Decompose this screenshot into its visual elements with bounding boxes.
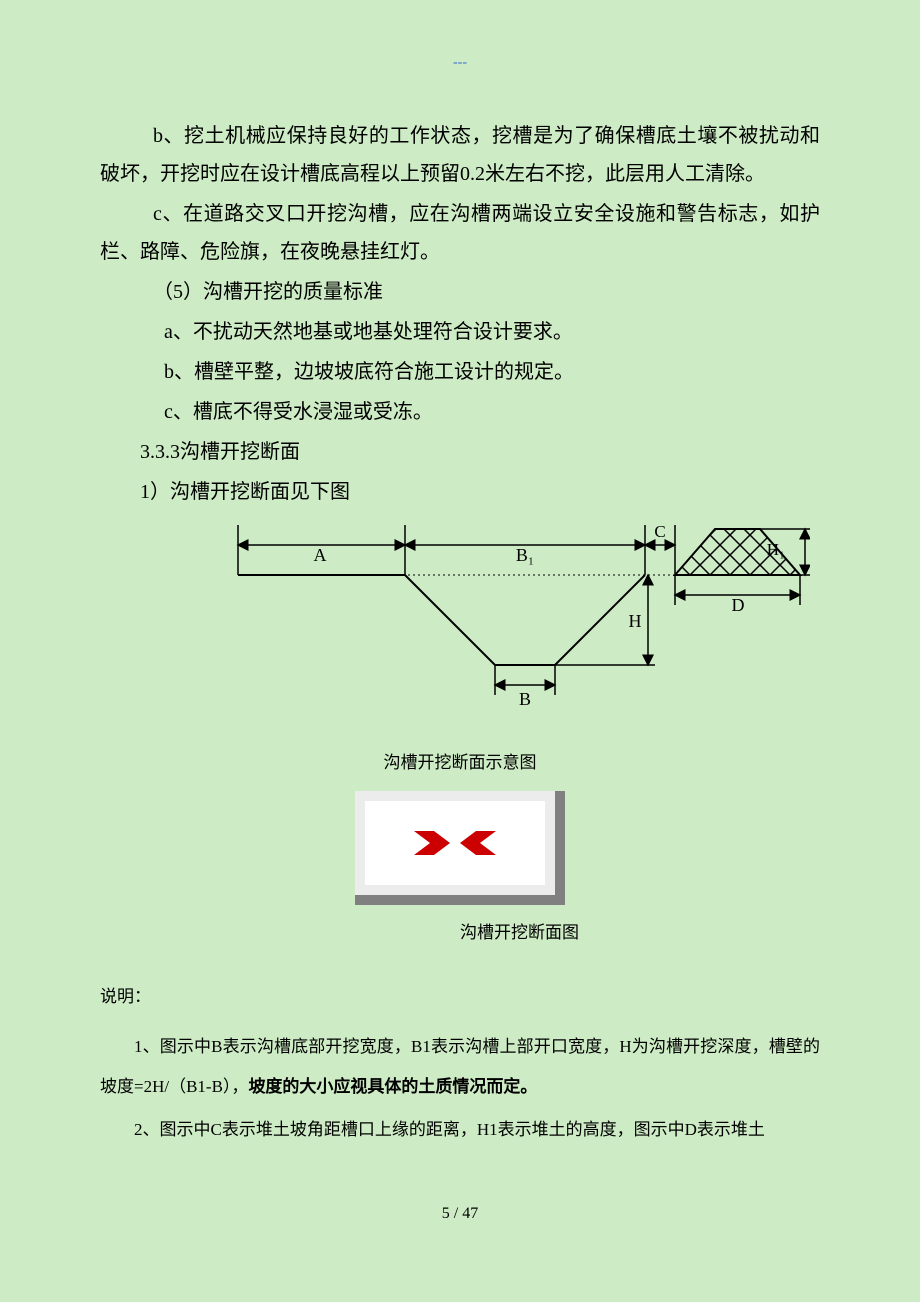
paragraph-5b: b、槽壁平整，边坡坡底符合施工设计的规定。 [100, 353, 820, 391]
label-B1: B₁ [516, 545, 534, 565]
red-x-icon [410, 823, 500, 863]
paragraph-5a: a、不扰动天然地基或地基处理符合设计要求。 [100, 313, 820, 351]
note-2: 2、图示中C表示堆土坡角距槽口上缘的距离，H1表示堆土的高度，图示中D表示堆土 [100, 1110, 820, 1149]
paragraph-5: （5）沟槽开挖的质量标准 [100, 273, 820, 311]
notes-label: 说明： [100, 981, 820, 1013]
note-1: 1、图示中B表示沟槽底部开挖宽度，B1表示沟槽上部开口宽度，H为沟槽开挖深度，槽… [100, 1027, 820, 1105]
page-number: 5 / 47 [100, 1199, 820, 1229]
paragraph-c: c、在道路交叉口开挖沟槽，应在沟槽两端设立安全设施和警告标志，如护栏、路障、危险… [100, 195, 820, 271]
label-C: C [654, 522, 665, 541]
label-D: D [732, 595, 745, 615]
caption-1: 沟槽开挖断面示意图 [100, 747, 820, 779]
label-B: B [519, 689, 531, 709]
trench-diagram: A B₁ C H₁ D H [230, 515, 820, 723]
header-mark: --- [100, 50, 820, 77]
caption-2: 沟槽开挖断面图 [100, 917, 820, 949]
note-1-bold: 坡度的大小应视具体的土质情况而定。 [248, 1077, 537, 1096]
paragraph-b: b、挖土机械应保持良好的工作状态，挖槽是为了确保槽底土壤不被扰动和破坏，开挖时应… [100, 117, 820, 193]
paragraph-5c: c、槽底不得受水浸湿或受冻。 [100, 393, 820, 431]
label-H1: H₁ [767, 540, 785, 559]
embedded-image-frame [100, 791, 820, 905]
section-333: 3.3.3沟槽开挖断面 [100, 433, 820, 471]
page-container: --- b、挖土机械应保持良好的工作状态，挖槽是为了确保槽底土壤不被扰动和破坏，… [0, 0, 920, 1259]
label-A: A [314, 545, 327, 565]
section-333-1: 1）沟槽开挖断面见下图 [100, 473, 820, 511]
label-H: H [629, 611, 642, 631]
